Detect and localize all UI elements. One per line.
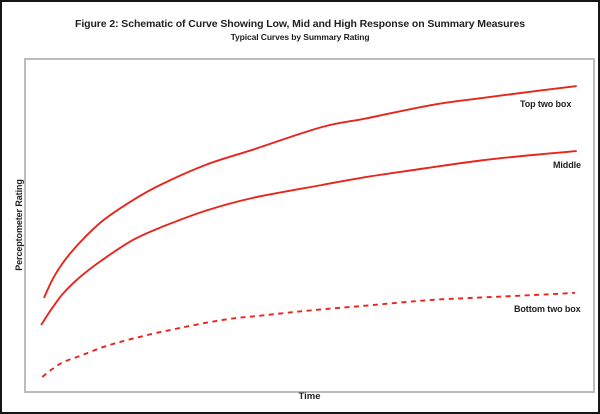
figure-title: Figure 2: Schematic of Curve Showing Low… <box>75 18 525 30</box>
figure-subtitle: Typical Curves by Summary Rating <box>230 32 370 42</box>
y-axis-label: Perceptometer Rating <box>14 179 24 271</box>
plot-area <box>24 58 595 393</box>
x-axis-label: Time <box>298 391 321 402</box>
series-label-bottom-two-box: Bottom two box <box>514 304 581 314</box>
series-label-middle: Middle <box>553 160 581 170</box>
series-label-top-two-box: Top two box <box>520 99 572 109</box>
